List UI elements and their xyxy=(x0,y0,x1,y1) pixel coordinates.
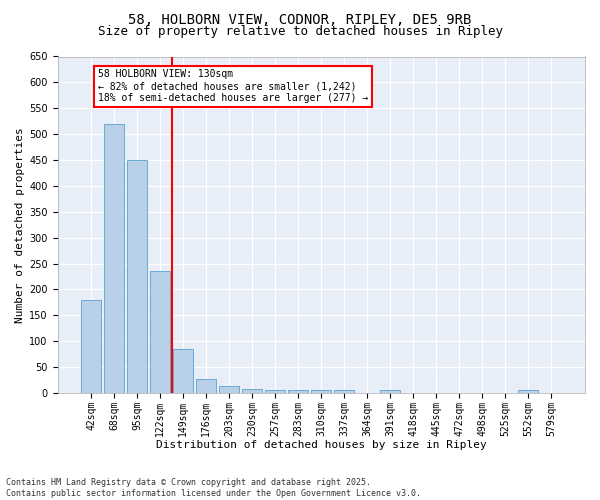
Bar xyxy=(242,389,262,393)
Bar xyxy=(220,386,239,393)
X-axis label: Distribution of detached houses by size in Ripley: Distribution of detached houses by size … xyxy=(156,440,487,450)
Bar xyxy=(82,300,101,393)
Bar xyxy=(334,390,354,393)
Text: Size of property relative to detached houses in Ripley: Size of property relative to detached ho… xyxy=(97,25,503,38)
Text: 58 HOLBORN VIEW: 130sqm
← 82% of detached houses are smaller (1,242)
18% of semi: 58 HOLBORN VIEW: 130sqm ← 82% of detache… xyxy=(98,70,368,102)
Bar xyxy=(380,390,400,393)
Bar xyxy=(311,390,331,393)
Bar xyxy=(127,160,147,393)
Bar xyxy=(289,390,308,393)
Bar xyxy=(196,379,216,393)
Bar xyxy=(104,124,124,393)
Text: 58, HOLBORN VIEW, CODNOR, RIPLEY, DE5 9RB: 58, HOLBORN VIEW, CODNOR, RIPLEY, DE5 9R… xyxy=(128,12,472,26)
Text: Contains HM Land Registry data © Crown copyright and database right 2025.
Contai: Contains HM Land Registry data © Crown c… xyxy=(6,478,421,498)
Y-axis label: Number of detached properties: Number of detached properties xyxy=(15,127,25,322)
Bar xyxy=(518,390,538,393)
Bar xyxy=(173,349,193,393)
Bar xyxy=(265,390,285,393)
Bar xyxy=(151,272,170,393)
